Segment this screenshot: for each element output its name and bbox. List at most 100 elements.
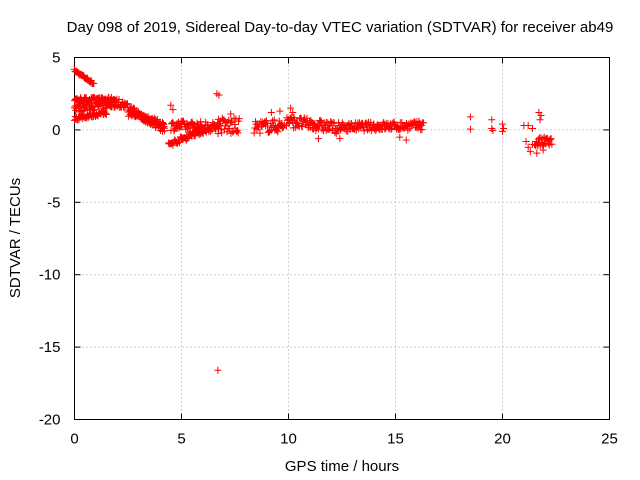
data-point [419,119,427,127]
data-point [203,125,211,133]
data-point [303,114,311,122]
data-point [234,129,242,137]
grid [74,57,610,420]
data-point [138,111,146,119]
data-point [235,115,243,123]
data-point [295,121,303,129]
data-point [160,124,168,132]
data-point [466,125,474,133]
data-point [528,140,536,148]
y-tick-label: -5 [47,194,60,211]
plot-frame [74,57,610,420]
data-point [289,109,297,117]
y-tick-label: -10 [39,267,61,284]
data-point [169,106,177,114]
data-point [255,123,263,131]
data-point [396,133,404,141]
data-point [294,119,302,127]
data-point [291,116,299,124]
data-point [298,123,306,131]
data-point [102,110,110,118]
data-point [101,109,109,117]
data-point [398,118,406,126]
data-point [188,120,196,128]
data-point [545,139,553,147]
data-point [158,119,166,127]
data-point [388,124,396,132]
data-point [402,136,410,144]
x-tick-label: 10 [280,431,297,448]
chart-title: Day 098 of 2019, Sidereal Day-to-day VTE… [67,19,614,36]
data-point [216,122,224,130]
data-point [528,124,536,132]
data-point [499,120,506,128]
data-point [103,104,111,112]
data-point [539,146,547,154]
y-tick-label: 0 [52,122,60,139]
data-points [70,65,556,374]
data-point [370,120,378,128]
data-point [90,79,98,87]
x-tick-label: 25 [601,431,618,448]
data-point [215,91,223,99]
data-point [336,135,344,143]
data-point [142,113,150,121]
data-point [115,96,123,104]
data-point [225,125,233,133]
data-point [500,124,508,132]
data-point [191,132,199,140]
axis-ticks: 0 5 10 15 20 25 5 0 -5 -10 -15 -20 [39,50,618,448]
data-point [499,127,506,135]
data-point [112,96,120,104]
x-tick-label: 20 [494,431,511,448]
data-point [273,126,281,134]
data-point [227,110,235,118]
data-point [536,116,544,124]
data-point [153,116,161,124]
data-point [214,366,222,374]
data-point [274,128,282,136]
data-point [287,104,295,112]
y-tick-label: -20 [39,412,61,429]
data-point [524,143,532,151]
data-point [489,127,497,135]
y-tick-label: -15 [39,339,61,356]
y-tick-label: 5 [52,50,60,67]
data-point [256,129,264,137]
data-point [298,122,306,130]
data-point [522,137,530,145]
data-point [546,136,554,144]
data-point [174,119,182,127]
y-axis-label: SDTVAR / TECUs [7,178,24,298]
data-point [175,124,183,132]
data-point [270,116,278,124]
data-point [347,119,355,127]
data-point [73,102,81,110]
data-point [546,135,554,143]
data-point [466,113,474,121]
data-point [524,122,532,130]
data-point [330,119,338,127]
data-point [214,130,222,138]
x-tick-label: 0 [70,431,78,448]
x-tick-label: 15 [387,431,404,448]
data-point [488,116,496,124]
data-point [314,135,322,143]
data-point [233,127,241,135]
data-point [123,100,131,108]
data-point [537,111,545,119]
data-point [267,109,275,117]
data-point [169,141,177,149]
data-point [175,139,183,147]
x-axis-label: GPS time / hours [285,458,399,475]
data-point [547,135,555,143]
data-point [167,101,175,109]
data-point [415,117,423,125]
data-point [276,107,284,115]
data-point [123,101,131,109]
data-point [526,148,534,156]
data-point [360,127,368,135]
data-point [189,120,197,128]
x-tick-label: 5 [177,431,185,448]
